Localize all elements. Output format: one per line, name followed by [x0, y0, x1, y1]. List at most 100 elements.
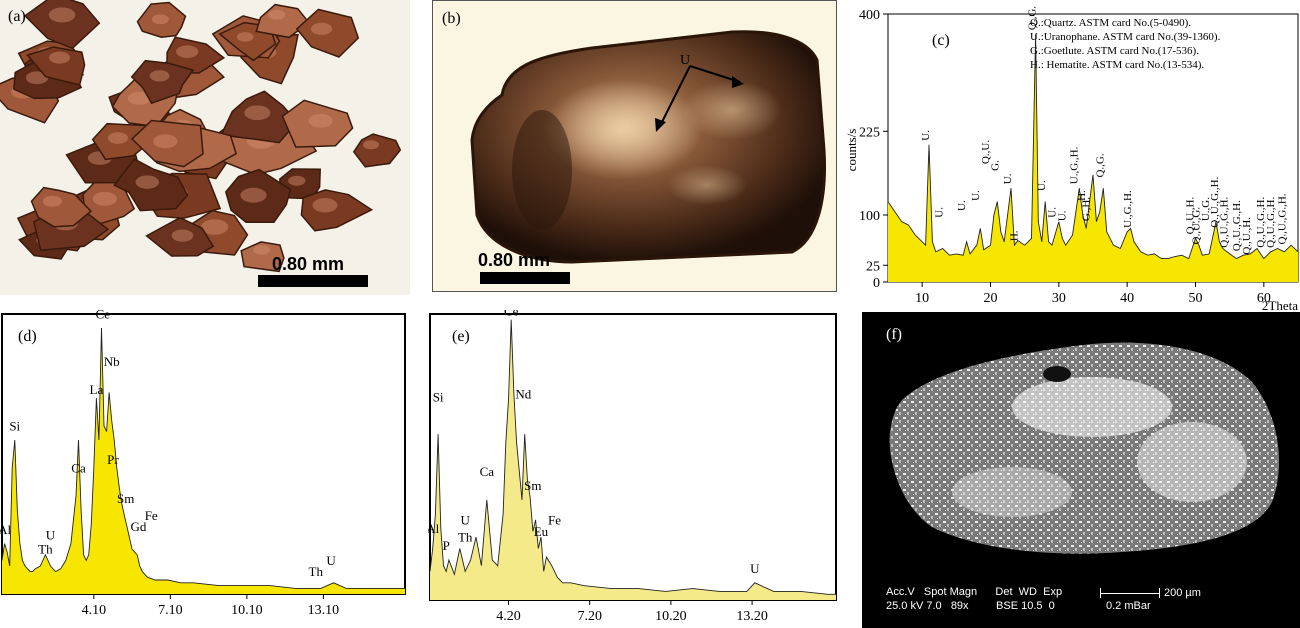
grain-highlight — [288, 175, 306, 186]
panel-e-label: (e) — [452, 328, 470, 345]
spectrum-area — [430, 319, 836, 600]
peak-label: Q.,U.,G.,H. — [1255, 196, 1267, 247]
peak-label: G. — [990, 160, 1002, 171]
x-tick-label: 10 — [915, 291, 929, 306]
legend-entry: U.:Uranophane. ASTM card No.(39-1360). — [1030, 31, 1221, 43]
grain-highlight — [240, 187, 267, 203]
peak-label: U. — [934, 207, 946, 218]
grain-highlight — [310, 22, 333, 35]
panel-d-label: (d) — [18, 328, 37, 345]
sem-info-line2: 25.0 kV 7.0 89x BSE 10.5 0 — [886, 600, 1055, 612]
grain — [136, 1, 187, 38]
peak-label: Gd — [131, 519, 147, 534]
peak-label: U. — [920, 130, 932, 141]
peak-label: Q.,U.,G.,H. — [1265, 197, 1277, 248]
xrd-chart: 10 20 30 40 50 60025100225400U.U.U.U.Q.,U.G.U… — [844, 6, 1299, 312]
grain-highlight — [176, 45, 199, 59]
grain-highlight — [236, 32, 254, 42]
peak-label: Q.,U. — [980, 140, 992, 164]
y-tick-label: 400 — [859, 8, 880, 23]
grain-highlight — [244, 105, 271, 121]
peak-label: G.,H. — [1081, 197, 1093, 221]
panel-b-annotation: U — [680, 53, 690, 68]
sem-bar-label: 0.2 mBar — [1106, 600, 1151, 612]
panel-f-label: (f) — [886, 326, 902, 343]
x-tick-label: 20 — [984, 291, 998, 306]
x-tick-label: 13.10 — [308, 603, 340, 618]
panel-b: U (b) 0.80 mm — [432, 0, 837, 293]
panel-f: (f) Acc.V Spot Magn Det WD Exp 25.0 kV 7… — [862, 312, 1300, 628]
peak-label: Ce — [504, 310, 519, 319]
grain-highlight — [127, 91, 152, 105]
peak-label: U. — [956, 200, 968, 211]
peak-label: U.,G.,H. — [1122, 190, 1134, 228]
panel-b-label: (b) — [442, 10, 461, 27]
peak-label: U. — [1036, 180, 1048, 191]
legend-entry: Q.:Quartz. ASTM card No.(5-0490). — [1030, 17, 1191, 29]
peak-label: Sm — [117, 491, 134, 506]
peak-label: Q.,G. — [1094, 153, 1106, 177]
grain — [130, 59, 195, 105]
peak-label: Al — [0, 522, 11, 537]
grain-highlight — [149, 70, 170, 82]
spectrum-line — [429, 319, 836, 595]
sem-image — [862, 312, 1300, 628]
sem-info-line1: Acc.V Spot Magn Det WD Exp — [886, 586, 1063, 598]
x-tick-label: 40 — [1120, 291, 1134, 306]
panel-c-label: (c) — [932, 32, 950, 49]
peak-label: Ca — [480, 464, 495, 479]
grain — [30, 186, 92, 228]
panel-e: 4.20 7.20 10.20 13.20 Al Si P U Th Ca Ce Nd Sm Eu Fe U … — [428, 310, 838, 628]
grain — [220, 90, 299, 144]
grain — [130, 119, 204, 168]
peak-label: Q.,U.,G.,H. — [1277, 193, 1289, 244]
grain — [224, 168, 292, 224]
x-tick-label: 30 — [1052, 291, 1066, 306]
panel-a-scale-text: 0.80 mm — [272, 254, 345, 274]
sem-scale-tick-left — [1100, 588, 1101, 598]
x-tick-label: 7.10 — [158, 603, 183, 618]
grain-highlight — [42, 195, 62, 207]
peak-label: Q.,U.,G. — [1191, 207, 1203, 245]
spectrum-area — [888, 34, 1298, 282]
panel-c: 10 20 30 40 50 60 0 25 100 225 400 U. U. U. U. Q.,U. G. U… — [840, 0, 1300, 312]
peak-label: U — [326, 553, 336, 568]
peak-label: Ca — [71, 460, 86, 475]
peak-label: Th — [38, 542, 53, 557]
plot-frame — [1, 313, 406, 595]
peak-label: Si — [9, 418, 20, 433]
peak-label: Q.,U.,G.,H. — [1219, 197, 1231, 248]
grain — [145, 216, 215, 257]
grain — [240, 241, 285, 273]
peak-label: Nb — [104, 354, 120, 369]
x-tick-label: 50 — [1189, 291, 1203, 306]
y-axis-label: counts/s — [844, 129, 859, 172]
peak-label: Q.,U.,G.,H. — [1231, 200, 1243, 251]
legend-entry: H.: Hematite. ASTM card No.(13-534). — [1030, 59, 1204, 71]
grain-highlight — [48, 7, 76, 23]
peak-label: Fe — [145, 508, 158, 523]
panel-a: (a) 0.80 mm — [0, 0, 410, 295]
peak-label: Q.,U.,H. — [1184, 197, 1196, 235]
x-tick-label: 60 — [1257, 291, 1271, 306]
grain-highlight — [153, 134, 178, 149]
panel-b-scale-bar — [480, 272, 570, 284]
peak-label: U. — [1057, 210, 1069, 221]
y-tick-label: 225 — [859, 125, 880, 140]
peak-label: Th — [309, 564, 324, 579]
peak-label: Q.,U.,H. — [1241, 217, 1253, 255]
grain-highlight — [363, 140, 379, 150]
peak-label: Th — [458, 530, 473, 545]
grain — [295, 8, 360, 58]
legend-entry: G.:Goetlute. ASTM card No.(17-536). — [1030, 45, 1199, 57]
grain — [113, 158, 189, 212]
sem-scale-label: 200 µm — [1164, 587, 1201, 599]
grain-highlight — [49, 51, 71, 64]
grain — [300, 189, 374, 232]
grain-highlight — [151, 14, 169, 25]
grain-highlight — [92, 191, 117, 206]
x-tick-label: 13.20 — [736, 609, 768, 624]
peak-label: Fe — [548, 513, 561, 528]
peak-label: Q.,U.,G.,H. — [1209, 176, 1221, 227]
